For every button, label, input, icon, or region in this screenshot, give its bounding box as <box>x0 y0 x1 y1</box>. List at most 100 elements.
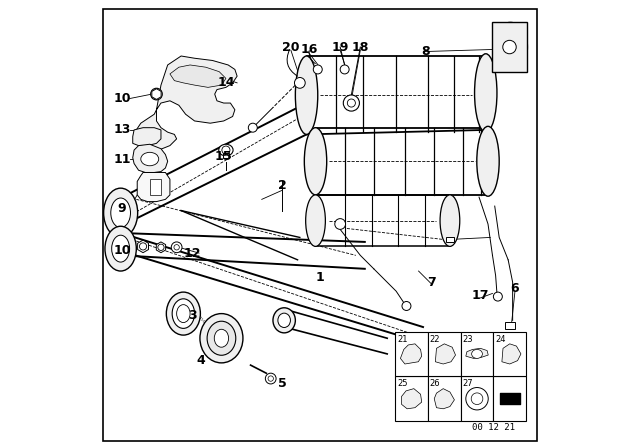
Text: 18: 18 <box>351 40 369 54</box>
Ellipse shape <box>335 219 346 229</box>
Ellipse shape <box>266 373 276 384</box>
Ellipse shape <box>306 195 325 246</box>
Ellipse shape <box>112 235 130 262</box>
Bar <box>504 322 515 329</box>
Text: 26: 26 <box>430 379 440 388</box>
Polygon shape <box>138 240 148 253</box>
Ellipse shape <box>471 393 483 405</box>
Bar <box>150 179 161 195</box>
Text: 3: 3 <box>188 309 196 323</box>
Bar <box>396 332 428 376</box>
Text: 27: 27 <box>463 379 473 388</box>
Text: 13: 13 <box>113 123 131 137</box>
Ellipse shape <box>222 146 230 154</box>
Text: 10: 10 <box>113 92 131 105</box>
Polygon shape <box>137 172 170 202</box>
Ellipse shape <box>105 226 136 271</box>
Ellipse shape <box>348 99 355 107</box>
Ellipse shape <box>296 56 317 134</box>
Ellipse shape <box>172 299 195 328</box>
Text: 7: 7 <box>428 276 436 289</box>
Ellipse shape <box>305 128 326 195</box>
Text: 10: 10 <box>113 244 131 258</box>
Polygon shape <box>502 344 521 364</box>
Polygon shape <box>401 389 422 409</box>
Ellipse shape <box>343 95 360 111</box>
Text: 12: 12 <box>184 246 201 260</box>
Ellipse shape <box>466 388 488 410</box>
Ellipse shape <box>294 78 305 88</box>
Text: 6: 6 <box>511 282 519 296</box>
Text: 1: 1 <box>316 271 324 284</box>
Text: 5: 5 <box>278 376 286 390</box>
Polygon shape <box>152 89 161 99</box>
Ellipse shape <box>493 292 502 301</box>
Ellipse shape <box>503 40 516 54</box>
Polygon shape <box>435 344 456 364</box>
Ellipse shape <box>158 244 164 250</box>
Ellipse shape <box>314 65 323 74</box>
Text: 24: 24 <box>495 335 506 344</box>
Text: 8: 8 <box>421 45 429 58</box>
Text: 20: 20 <box>282 40 300 54</box>
Bar <box>461 376 493 421</box>
Bar <box>493 332 526 376</box>
Ellipse shape <box>219 144 233 156</box>
Ellipse shape <box>493 22 527 72</box>
Ellipse shape <box>172 242 182 253</box>
Text: 9: 9 <box>118 202 126 215</box>
Bar <box>461 332 493 376</box>
Ellipse shape <box>500 33 520 61</box>
Ellipse shape <box>200 314 243 363</box>
Ellipse shape <box>402 302 411 310</box>
Polygon shape <box>132 144 168 172</box>
Ellipse shape <box>154 91 159 97</box>
Ellipse shape <box>104 188 138 237</box>
Text: 15: 15 <box>215 150 232 164</box>
Ellipse shape <box>141 152 159 166</box>
Text: 00 12 21: 00 12 21 <box>472 423 515 432</box>
Ellipse shape <box>472 349 483 358</box>
Polygon shape <box>170 65 226 87</box>
Polygon shape <box>156 242 166 253</box>
Ellipse shape <box>150 88 163 100</box>
Text: 23: 23 <box>463 335 473 344</box>
Text: 11: 11 <box>113 152 131 166</box>
Bar <box>428 376 461 421</box>
Ellipse shape <box>248 123 257 132</box>
Bar <box>493 376 526 421</box>
Text: 14: 14 <box>217 76 235 90</box>
Polygon shape <box>136 56 237 150</box>
Polygon shape <box>435 389 454 409</box>
Ellipse shape <box>268 376 273 381</box>
Ellipse shape <box>340 65 349 74</box>
Bar <box>428 332 461 376</box>
Polygon shape <box>132 128 161 146</box>
Bar <box>223 153 229 158</box>
Ellipse shape <box>166 292 200 335</box>
Text: 17: 17 <box>472 289 489 302</box>
Text: 2: 2 <box>278 179 286 193</box>
Text: 25: 25 <box>397 379 408 388</box>
Ellipse shape <box>140 243 147 250</box>
Text: 19: 19 <box>332 40 349 54</box>
Bar <box>492 22 527 72</box>
Polygon shape <box>401 344 422 364</box>
Polygon shape <box>466 349 488 358</box>
Text: 21: 21 <box>397 335 408 344</box>
Ellipse shape <box>475 54 497 132</box>
Ellipse shape <box>111 198 131 228</box>
Bar <box>446 237 454 242</box>
Bar <box>396 376 428 421</box>
Ellipse shape <box>214 329 228 347</box>
Ellipse shape <box>207 321 236 355</box>
Ellipse shape <box>177 305 190 323</box>
Text: 22: 22 <box>430 335 440 344</box>
Text: 4: 4 <box>197 354 205 367</box>
Ellipse shape <box>278 313 291 327</box>
Ellipse shape <box>440 195 460 246</box>
Ellipse shape <box>174 245 179 250</box>
Text: 16: 16 <box>300 43 317 56</box>
Ellipse shape <box>273 308 296 333</box>
Ellipse shape <box>477 126 499 196</box>
